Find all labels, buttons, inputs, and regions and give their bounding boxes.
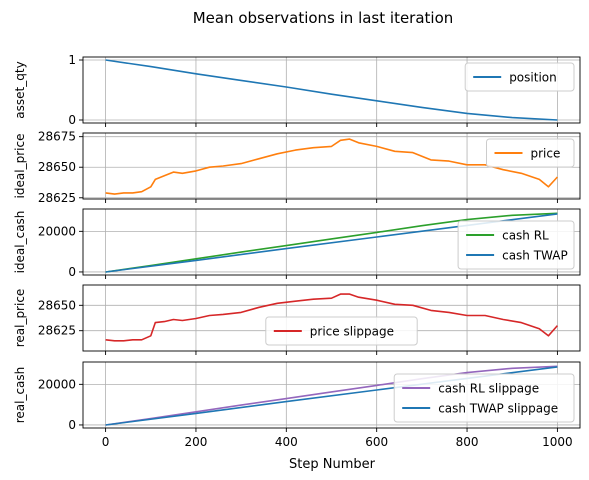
legend: price [486, 138, 575, 168]
x-tick-label: 800 [456, 435, 479, 449]
subplot-3: 0 20000 ideal_cash cash RL cash TWAP [13, 208, 581, 279]
subplots: 0 1 asset_qty position 28625 28650 28675 ideal_… [13, 53, 581, 449]
series-line [105, 365, 558, 426]
x-tick-label: 1000 [542, 435, 573, 449]
x-axis-label: Step Number [289, 457, 376, 472]
legend-box [464, 62, 575, 92]
x-tick-label: 200 [185, 435, 208, 449]
series-line [105, 212, 558, 273]
y-axis-label: real_cash [13, 367, 27, 424]
legend-label: cash RL slippage [438, 382, 539, 396]
legend-label: cash TWAP slippage [438, 402, 558, 416]
y-tick-label: 0 [68, 113, 76, 127]
y-tick-label: 0 [68, 265, 76, 279]
legend-label: cash TWAP [502, 249, 568, 263]
axes-frame [82, 361, 581, 429]
subplot-1: 0 1 asset_qty position [13, 53, 581, 127]
legend-box [393, 373, 575, 423]
y-axis-label: ideal_price [13, 134, 27, 199]
y-tick-label: 28675 [38, 130, 76, 144]
y-tick-label: 28650 [38, 298, 76, 312]
legend-label: cash RL [502, 229, 549, 243]
axes-frame [82, 284, 581, 352]
series-line [105, 59, 558, 121]
y-tick-label: 28625 [38, 324, 76, 338]
legend-label: position [509, 71, 557, 85]
legend: price slippage [265, 316, 418, 346]
legend-box [265, 316, 418, 346]
subplot-2: 28625 28650 28675 ideal_price price [13, 130, 581, 205]
legend-box [457, 220, 575, 270]
axes-frame [82, 56, 581, 124]
series-line [105, 138, 558, 195]
x-tick-label: 0 [102, 435, 110, 449]
x-tick-label: 600 [365, 435, 388, 449]
y-tick-label: 28650 [38, 160, 76, 174]
legend-label: price slippage [310, 325, 394, 339]
y-axis-label: asset_qty [13, 61, 27, 118]
series-line [105, 293, 558, 342]
subplot-5: 0 20000 0 200 400 600 800 1000 real_cash cash RL … [13, 361, 581, 449]
legend: cash RL cash TWAP [457, 220, 575, 270]
legend: position [464, 62, 575, 92]
y-tick-label: 28625 [38, 191, 76, 205]
y-tick-label: 20000 [38, 224, 76, 238]
y-axis-label: real_price [13, 289, 27, 348]
axes-frame [82, 132, 581, 200]
y-tick-label: 20000 [38, 377, 76, 391]
y-axis-label: ideal_cash [13, 211, 27, 274]
legend-box [486, 138, 575, 168]
legend: cash RL slippage cash TWAP slippage [393, 373, 575, 423]
y-tick-label: 0 [68, 418, 76, 432]
x-tick-label: 400 [275, 435, 298, 449]
figure-title: Mean observations in last iteration [193, 9, 454, 27]
axes-frame [82, 208, 581, 276]
legend-label: price [531, 147, 561, 161]
y-tick-label: 1 [68, 53, 76, 67]
